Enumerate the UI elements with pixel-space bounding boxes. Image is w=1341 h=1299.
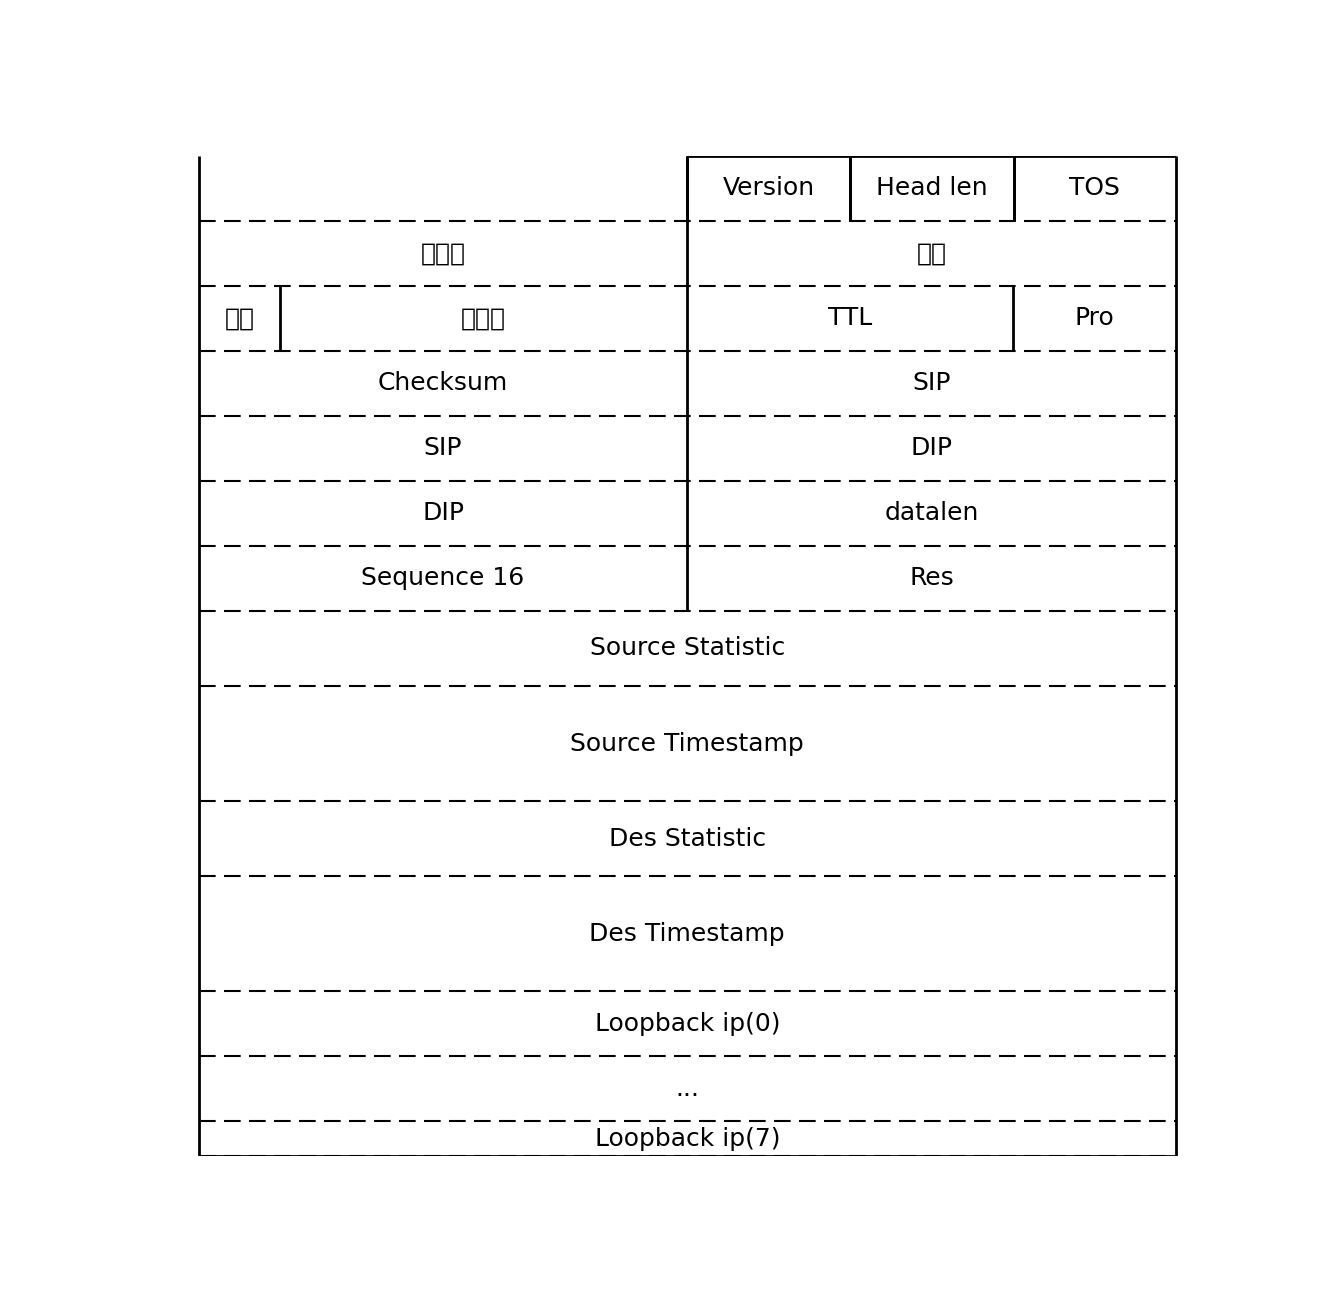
Text: Loopback ip(0): Loopback ip(0) [594, 1012, 780, 1035]
Text: Version: Version [723, 177, 815, 200]
Text: 总长度: 总长度 [421, 242, 465, 265]
Text: SIP: SIP [912, 372, 951, 395]
Text: Pro: Pro [1074, 307, 1114, 330]
Text: ...: ... [676, 1077, 699, 1100]
Text: Source Statistic: Source Statistic [590, 637, 784, 660]
Text: DIP: DIP [422, 501, 464, 526]
Text: Loopback ip(7): Loopback ip(7) [594, 1126, 780, 1151]
Text: TTL: TTL [827, 307, 872, 330]
Text: Source Timestamp: Source Timestamp [570, 731, 805, 756]
Text: Des Statistic: Des Statistic [609, 826, 766, 851]
Text: SIP: SIP [424, 436, 463, 460]
Text: Des Timestamp: Des Timestamp [590, 921, 784, 946]
Text: 标志: 标志 [224, 307, 255, 330]
Text: TOS: TOS [1069, 177, 1120, 200]
Text: 片偏移: 片偏移 [461, 307, 506, 330]
Text: Res: Res [909, 566, 953, 591]
Text: Sequence 16: Sequence 16 [362, 566, 524, 591]
Text: DIP: DIP [911, 436, 952, 460]
Text: datalen: datalen [884, 501, 979, 526]
Text: Head len: Head len [876, 177, 988, 200]
Text: 标识: 标识 [916, 242, 947, 265]
Text: Checksum: Checksum [378, 372, 508, 395]
